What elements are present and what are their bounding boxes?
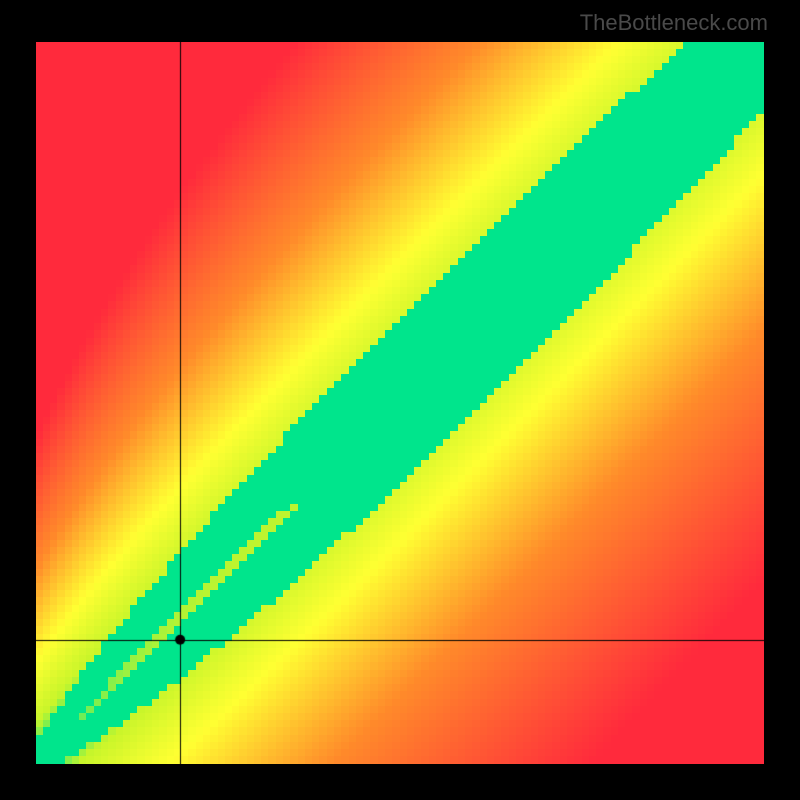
bottleneck-heatmap [36, 42, 764, 764]
watermark-text: TheBottleneck.com [580, 10, 768, 36]
chart-container: TheBottleneck.com [0, 0, 800, 800]
